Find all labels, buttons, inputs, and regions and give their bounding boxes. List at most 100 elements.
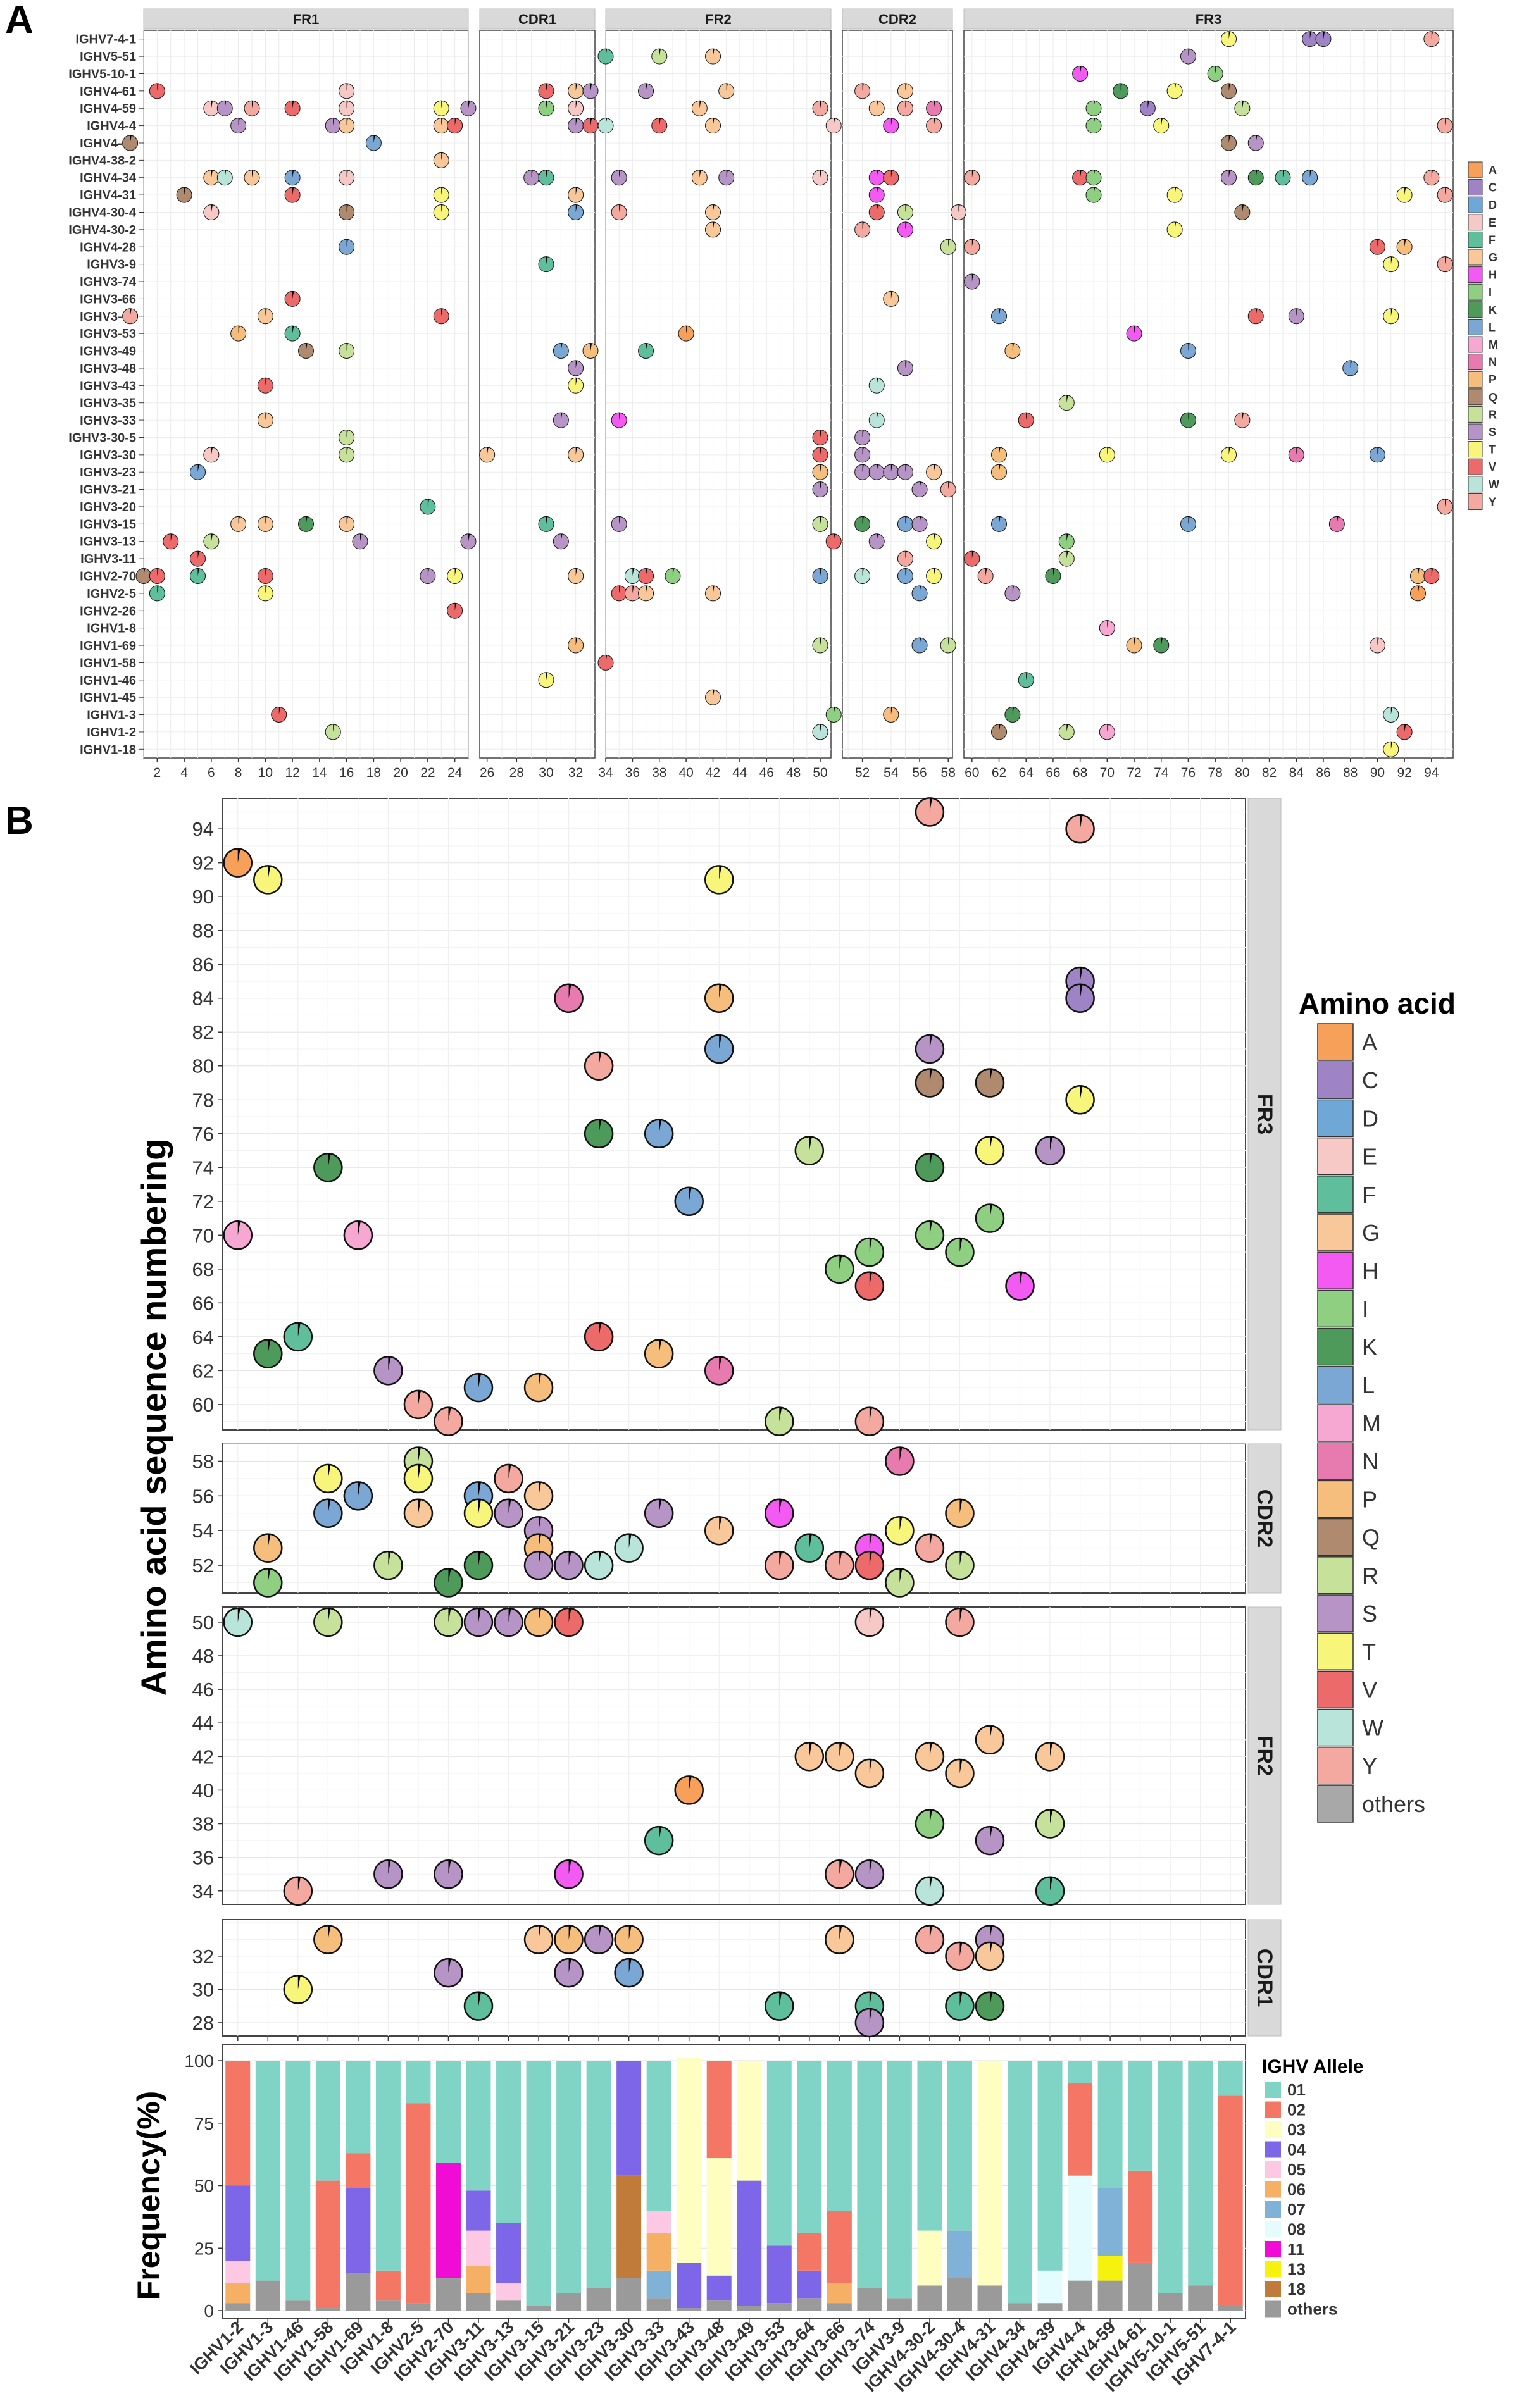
a-pie-ighv3-53-8 <box>230 325 247 342</box>
a-pie-ighv4-30-2-75 <box>1166 221 1183 238</box>
a-pie-ighv4-34-81-minor-slice <box>1256 170 1258 178</box>
a-pie-ighv4-61-55-minor-slice <box>905 83 907 91</box>
b-pie-6-60 <box>403 1389 434 1420</box>
a-pie-ighv1-69-90 <box>1369 637 1385 654</box>
a-legend-label-R: R <box>1489 408 1497 421</box>
a-pie-ighv4-34-16-minor-slice <box>346 170 348 178</box>
b-pie-14-37-minor-slice <box>659 1827 662 1841</box>
b-pie-28-84 <box>1065 983 1095 1013</box>
a-pie-ighv4-34-41 <box>691 170 708 186</box>
b-y-tick-label: 66 <box>192 1292 214 1314</box>
b-pie-11-33-minor-slice <box>568 1925 572 1940</box>
b-legend-key-F <box>1317 1176 1354 1213</box>
a-pie-ighv4-59-16 <box>339 100 355 116</box>
a-pie-ighv3-23-50-minor-slice <box>820 464 822 473</box>
b-legend-key-N <box>1317 1442 1354 1480</box>
b-legend-label-C: C <box>1362 1067 1378 1093</box>
a-pie-ighv4-34-35 <box>611 170 627 186</box>
c-bar-ighv2-70-others <box>435 2278 461 2311</box>
a-pie-ighv1-2-92 <box>1396 724 1413 740</box>
a-pie-ighv3-15-87-minor-slice <box>1337 516 1339 524</box>
c-bar-ighv3-64-01 <box>797 2061 822 2233</box>
a-x-tick-label: 46 <box>759 766 774 780</box>
a-pie-ighv1-69-74-minor-slice <box>1161 638 1163 646</box>
b-pie-25-32 <box>975 1941 1005 1971</box>
a-x-tick-label: 62 <box>992 766 1006 780</box>
c-bar-ighv1-2-04 <box>225 2185 251 2261</box>
a-pie-ighv3-49-37-minor-slice <box>646 343 647 351</box>
b-pie-11-33 <box>554 1925 584 1954</box>
b-y-tick-label: 90 <box>192 886 214 908</box>
b-legend-label-S: S <box>1362 1601 1377 1627</box>
b-pie-23-38-minor-slice <box>929 1809 932 1824</box>
b-pie-28-94 <box>1065 814 1095 844</box>
b-pie-25-33-minor-slice <box>990 1925 992 1940</box>
b-pie-2-34 <box>283 1876 313 1906</box>
a-pie-ighv3-66-12-minor-slice <box>292 291 294 299</box>
b-pie-27-34-minor-slice <box>1050 1877 1052 1891</box>
b-pie-5-35 <box>373 1859 403 1889</box>
c-legend-key-02 <box>1265 2101 1281 2118</box>
c-bar-ighv3-13-01 <box>496 2061 522 2223</box>
b-pie-23-70 <box>915 1220 945 1250</box>
a-pie-ighv4-30-4-32 <box>568 204 584 220</box>
a-pie-ighv3-64-81 <box>1247 308 1264 325</box>
a-x-tick-label: 78 <box>1208 766 1222 780</box>
c-bar-ighv3-48-04 <box>706 2275 732 2301</box>
c-bar-ighv3-33-01 <box>646 2061 671 2211</box>
a-pie-ighv2-5-37-minor-slice <box>646 585 647 593</box>
b-pie-8-29-minor-slice <box>478 1992 481 2006</box>
c-bar-ighv4-61-others <box>1128 2262 1153 2311</box>
a-x-tick-label: 4 <box>180 766 188 780</box>
a-pie-ighv3-13-53 <box>868 533 885 550</box>
a-pie-ighv4-4-38-minor-slice <box>659 118 661 126</box>
b-pie-18-55-minor-slice <box>779 1499 782 1513</box>
b-legend-label-M: M <box>1362 1410 1381 1436</box>
a-pie-ighv5-51-38 <box>651 48 668 65</box>
a-x-tick-label: 26 <box>480 766 494 780</box>
b-legend-key-A <box>1317 1023 1354 1061</box>
c-bar-ighv3-53-others <box>766 2303 792 2311</box>
c-bar-ighv4-34-01 <box>1008 2061 1033 2304</box>
a-pie-ighv4-4-33 <box>582 118 599 134</box>
a-x-tick-label: 44 <box>732 766 747 780</box>
b-pie-25-71-minor-slice <box>990 1204 992 1219</box>
a-pie-ighv3-23-5-minor-slice <box>197 464 199 473</box>
a-pie-ighv3-20-95-minor-slice <box>1445 499 1447 507</box>
a-pie-ighv4-61-52 <box>854 83 871 99</box>
a-pie-ighv4-34-53-minor-slice <box>877 170 878 178</box>
c-bar-ighv3-13-04 <box>496 2223 522 2283</box>
a-pie-ighv3-15-76-minor-slice <box>1188 516 1190 524</box>
c-bar-ighv1-46-others <box>285 2300 311 2311</box>
a-row-label-ighv3-11: IGHV3-11 <box>80 552 136 566</box>
b-pie-20-52 <box>825 1550 854 1580</box>
b-pie-25-75-minor-slice <box>990 1136 992 1151</box>
a-pie-ighv3-53-40-minor-slice <box>686 326 688 334</box>
a-pie-ighv4-4-24-minor-slice <box>454 118 456 126</box>
a-pie-ighv3-23-5 <box>190 464 206 480</box>
a-pie-ighv3-33-31 <box>553 412 569 428</box>
a-pie-ighv4-4-16-minor-slice <box>346 118 348 126</box>
c-bar-ighv4-34-others <box>1008 2303 1033 2311</box>
b-pie-24-32-minor-slice <box>959 1942 963 1956</box>
c-bar-ighv1-3-others <box>255 2280 280 2311</box>
a-pie-ighv4-28-60-minor-slice <box>971 239 973 247</box>
a-pie-ighv1-2-70 <box>1099 724 1115 740</box>
a-row-label-ighv3-35: IGHV3-35 <box>80 397 136 411</box>
b-y-tick-label: 84 <box>192 988 214 1010</box>
b-pie-25-79 <box>975 1068 1005 1098</box>
b-pie-7-50 <box>434 1607 463 1637</box>
a-pie-ighv4-34-6 <box>203 170 220 186</box>
a-pie-ighv3-48-32-minor-slice <box>575 360 577 368</box>
b-legend-key-T <box>1317 1632 1354 1670</box>
b-legend-label-W: W <box>1362 1715 1383 1741</box>
b-pie-16-62 <box>704 1356 734 1386</box>
a-legend-label-A: A <box>1489 164 1497 177</box>
b-y-tick-label: 48 <box>192 1645 214 1667</box>
a-x-tick-label: 90 <box>1370 766 1385 780</box>
b-y-tick-label: 30 <box>192 1978 214 2001</box>
b-pie-20-52-minor-slice <box>839 1551 842 1566</box>
a-pie-ighv5-10-1-68-minor-slice <box>1080 66 1082 74</box>
c-bar-ighv4-30-2-others <box>917 2285 942 2311</box>
a-pie-ighv4-61-75-minor-slice <box>1175 83 1177 91</box>
